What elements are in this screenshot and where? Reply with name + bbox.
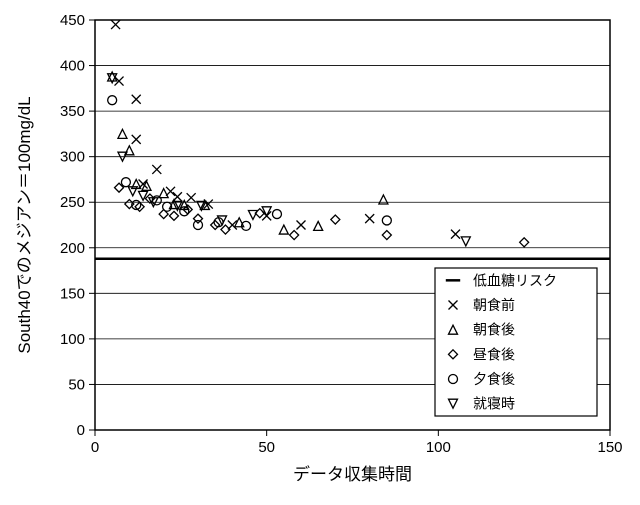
y-tick-label: 100 [60, 331, 85, 348]
x-tick-label: 150 [597, 439, 622, 456]
legend-label: 夕食後 [473, 371, 515, 387]
x-tick-label: 0 [91, 439, 99, 456]
legend-label: 就寝時 [473, 396, 515, 412]
series-bedtime [108, 74, 471, 246]
y-tick-label: 250 [60, 194, 85, 211]
y-tick-label: 300 [60, 149, 85, 166]
legend-label: 朝食後 [473, 322, 515, 338]
x-tick-label: 50 [258, 439, 275, 456]
y-tick-label: 400 [60, 58, 85, 75]
series-breakfast_before [111, 20, 460, 239]
y-tick-label: 350 [60, 103, 85, 120]
x-axis-label: データ収集時間 [293, 464, 412, 484]
y-tick-label: 150 [60, 285, 85, 302]
y-tick-label: 50 [68, 376, 85, 393]
legend-label: 低血糖リスク [473, 272, 557, 288]
series-breakfast_after [108, 72, 388, 234]
chart-container: 0 50 100 150 200 250 300 350 400 450 0 50 100 150 データ収… [0, 0, 640, 505]
legend-label: 昼食後 [473, 346, 515, 362]
y-tick-label: 0 [77, 422, 85, 439]
scatter-chart: 0 50 100 150 200 250 300 350 400 450 0 50 100 150 データ収… [0, 0, 640, 505]
x-tick-label: 100 [426, 439, 451, 456]
y-axis-label: South40でのメジアン＝100mg/dL [15, 96, 34, 353]
legend-label: 朝食前 [473, 297, 515, 313]
legend-box [435, 268, 597, 416]
y-tick-label: 200 [60, 240, 85, 257]
y-tick-label: 450 [60, 12, 85, 29]
